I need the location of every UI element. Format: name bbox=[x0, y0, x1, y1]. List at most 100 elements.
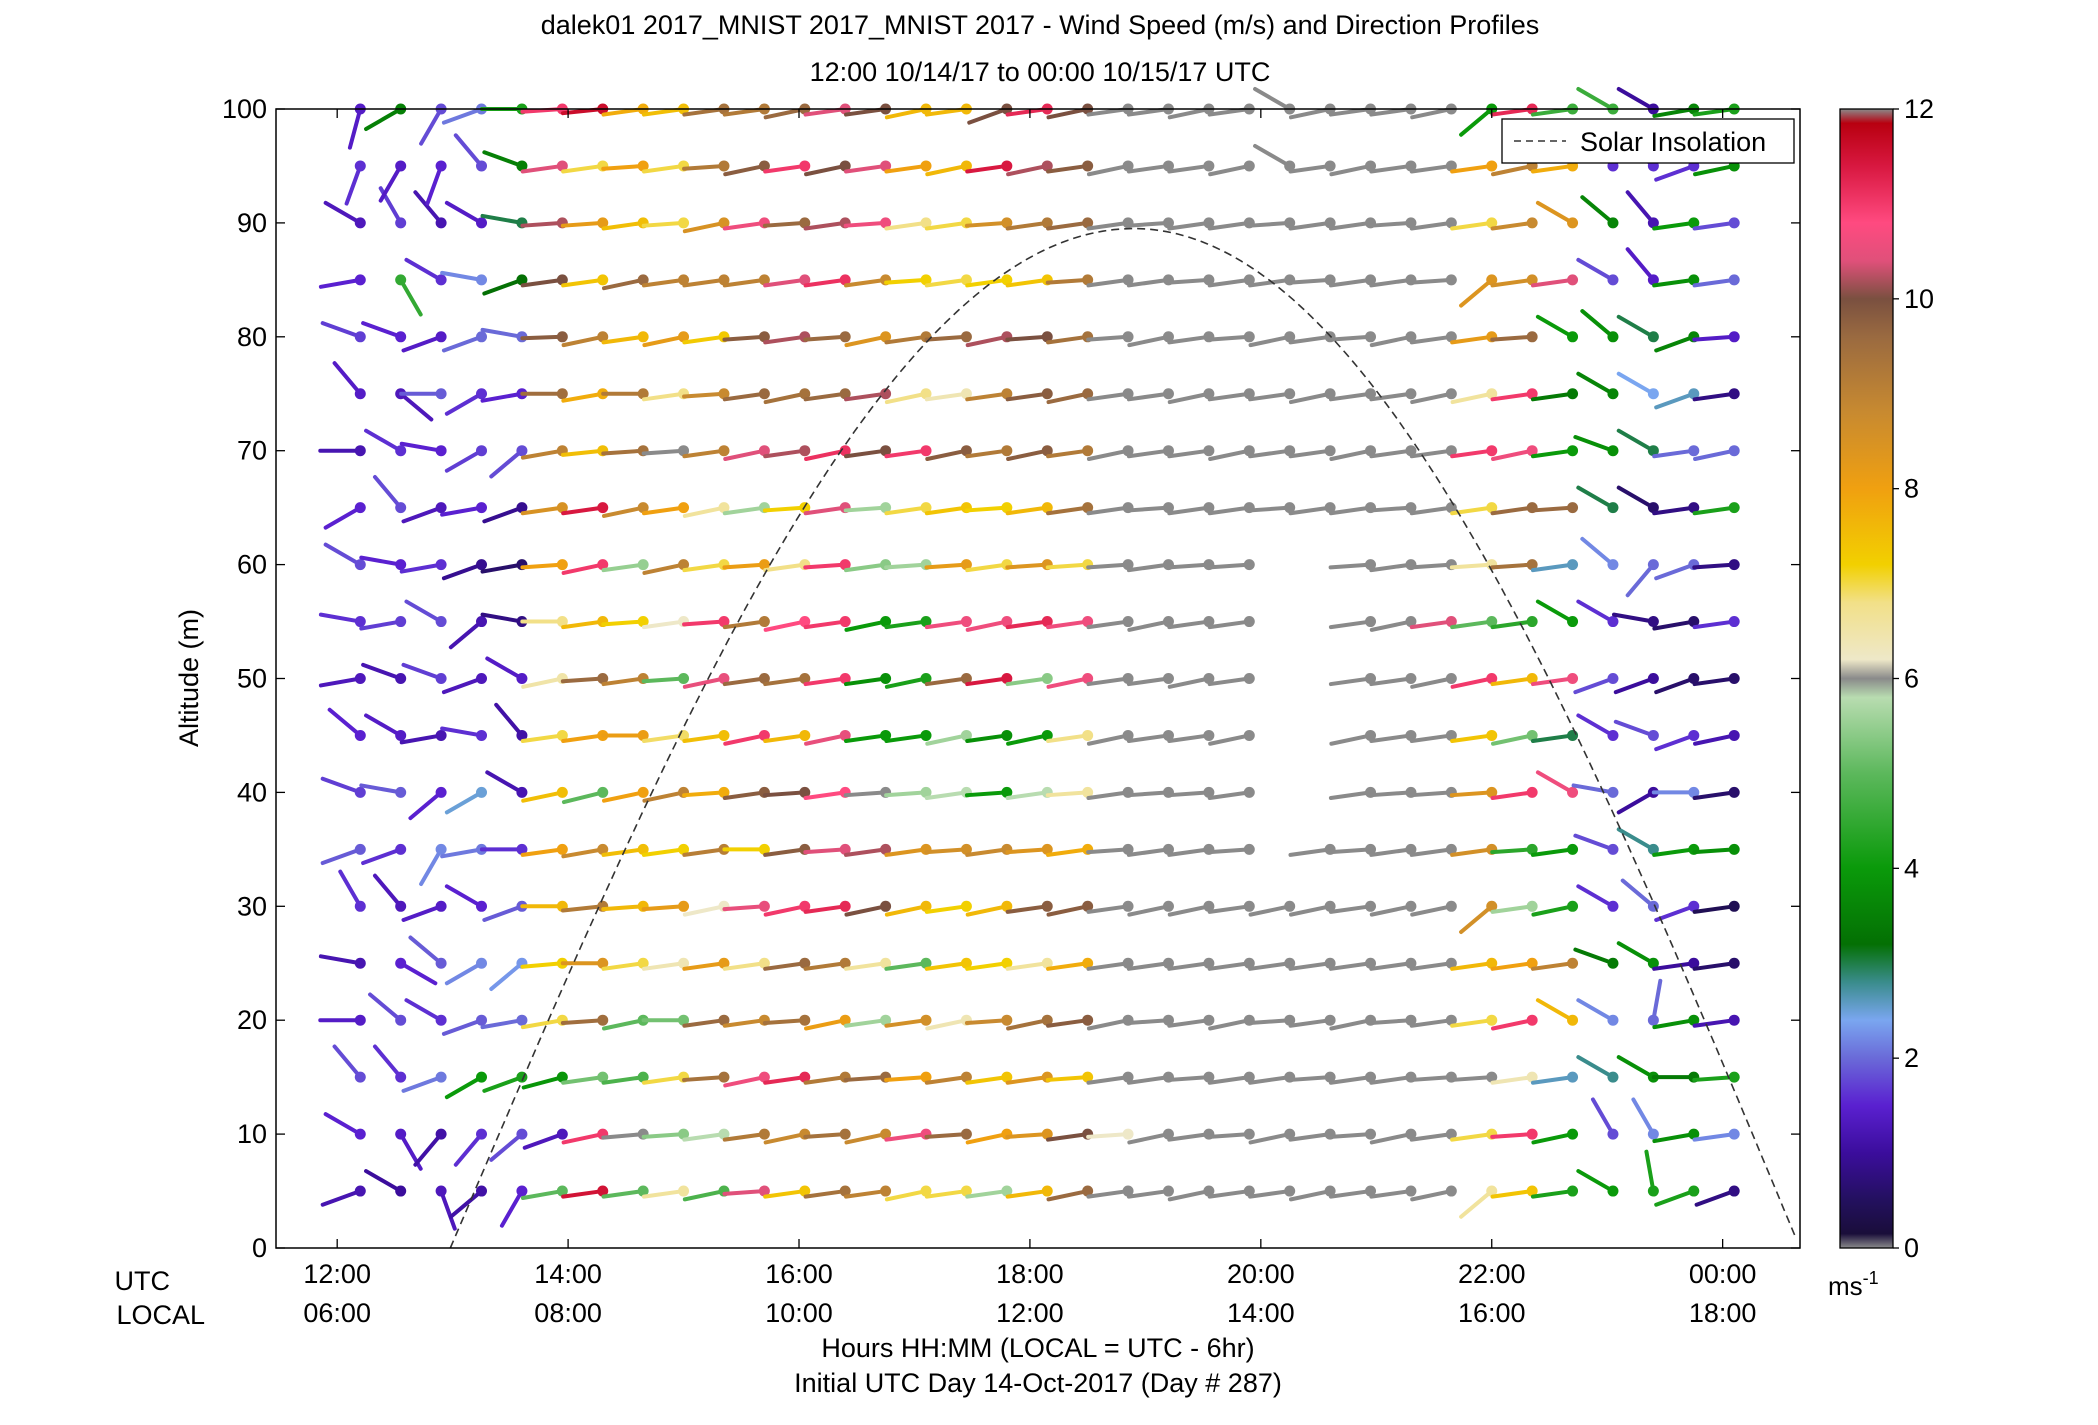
wind-barb-staff bbox=[1288, 1075, 1333, 1082]
wind-barb-dot bbox=[1607, 559, 1619, 571]
wind-barb-dot bbox=[1041, 673, 1053, 684]
wind-barb-staff bbox=[884, 562, 929, 570]
wind-barb-dot bbox=[1526, 331, 1538, 343]
wind-barb-staff bbox=[1576, 599, 1615, 624]
colorbar-tick-label: 2 bbox=[1904, 1043, 1919, 1073]
wind-barb-staff bbox=[318, 954, 363, 966]
wind-barb-dot bbox=[718, 217, 730, 229]
wind-barb-staff bbox=[1693, 163, 1737, 177]
wind-barb-dot bbox=[880, 160, 892, 172]
wind-barb-staff bbox=[1005, 220, 1050, 231]
wind-barb-dot bbox=[354, 559, 366, 571]
wind-barb-dot bbox=[1688, 957, 1700, 969]
wind-barb-staff bbox=[924, 790, 969, 800]
wind-barb-dot bbox=[960, 274, 972, 286]
wind-barb-staff bbox=[372, 1044, 403, 1080]
wind-barb-staff bbox=[1644, 1149, 1656, 1194]
wind-barb-staff bbox=[1253, 143, 1292, 168]
wind-barb-staff bbox=[1369, 1018, 1413, 1025]
wind-barb-staff bbox=[602, 505, 646, 518]
wind-barb-dot bbox=[1526, 274, 1538, 286]
colorbar-tick-label: 8 bbox=[1904, 474, 1919, 504]
wind-barb-dot bbox=[395, 616, 407, 628]
wind-barb-dot bbox=[395, 1128, 407, 1140]
wind-barb-dot bbox=[880, 331, 892, 343]
wind-barb-dot bbox=[678, 331, 690, 343]
wind-barb-dot bbox=[354, 900, 366, 912]
wind-barb-dot bbox=[1162, 729, 1174, 741]
wind-barb-dot bbox=[1607, 1128, 1619, 1140]
wind-barb-dot bbox=[1405, 331, 1417, 343]
wind-barb-staff bbox=[965, 448, 1009, 459]
wind-barb-staff bbox=[642, 562, 686, 575]
wind-barb-staff bbox=[1409, 448, 1454, 459]
wind-barb-dot bbox=[1607, 331, 1619, 343]
wind-barb-staff bbox=[441, 107, 484, 125]
wind-barb-staff bbox=[520, 961, 565, 969]
wind-barb-staff bbox=[723, 448, 767, 462]
wind-barb-dot bbox=[1486, 729, 1498, 741]
wind-barb-dot bbox=[476, 616, 488, 628]
wind-barb-staff bbox=[641, 448, 686, 456]
wind-barb-staff bbox=[925, 1018, 969, 1031]
wind-barb-dot bbox=[1243, 957, 1255, 969]
wind-barb-dot bbox=[1405, 217, 1417, 229]
wind-barb-dot bbox=[1728, 843, 1740, 855]
wind-barb-staff bbox=[884, 790, 929, 798]
wind-barb-dot bbox=[1526, 559, 1538, 571]
wind-barb-staff bbox=[1692, 562, 1737, 570]
wind-barb-staff bbox=[401, 662, 444, 681]
colorbar-unit: ms-1 bbox=[1828, 1268, 1879, 1301]
wind-barb-dot bbox=[1203, 217, 1215, 229]
wind-barb-dot bbox=[1284, 217, 1296, 229]
wind-barb-staff bbox=[1166, 790, 1211, 798]
wind-barb-dot bbox=[960, 559, 972, 571]
wind-barb-dot bbox=[1405, 388, 1417, 400]
wind-barb-staff bbox=[1692, 334, 1737, 342]
wind-barb-dot bbox=[1001, 900, 1013, 912]
colorbar-tick-label: 0 bbox=[1904, 1233, 1919, 1263]
wind-barb-staff bbox=[1005, 334, 1050, 342]
wind-barb-staff bbox=[925, 163, 969, 177]
wind-barb-dot bbox=[597, 331, 609, 343]
wind-barb-staff bbox=[1576, 371, 1615, 396]
wind-barb-staff bbox=[1369, 277, 1413, 288]
wind-barb-staff bbox=[1167, 220, 1211, 231]
wind-barb-staff bbox=[1576, 884, 1615, 909]
wind-barb-dot bbox=[1324, 217, 1336, 229]
wind-barb-dot bbox=[920, 1014, 932, 1026]
wind-barb-dot bbox=[597, 502, 609, 514]
wind-barb-staff bbox=[1631, 1097, 1656, 1137]
wind-barb-staff bbox=[344, 163, 363, 206]
wind-barb-dot bbox=[1324, 160, 1336, 172]
wind-barb-dot bbox=[718, 274, 730, 286]
wind-barb-staff bbox=[1535, 998, 1575, 1023]
wind-barb-dot bbox=[1001, 957, 1013, 969]
wind-barb-dot bbox=[1526, 843, 1538, 855]
wind-barb-staff bbox=[1654, 163, 1696, 182]
wind-barb-dot bbox=[678, 217, 690, 229]
wind-barb-staff bbox=[1126, 107, 1171, 117]
wind-barb-staff bbox=[965, 847, 1009, 857]
wind-barb-staff bbox=[1208, 163, 1252, 177]
wind-barb-dot bbox=[1162, 160, 1174, 172]
wind-barb-dot bbox=[1082, 1014, 1094, 1026]
wind-barb-staff bbox=[1288, 1018, 1333, 1028]
wind-barb-staff bbox=[803, 619, 848, 630]
wind-barb-staff bbox=[1207, 220, 1252, 231]
wind-barb-staff bbox=[444, 961, 484, 986]
wind-barb-dot bbox=[678, 274, 690, 286]
wind-barb-dot bbox=[1607, 729, 1619, 741]
wind-barb-dot bbox=[395, 1071, 407, 1083]
wind-barb-staff bbox=[722, 904, 767, 912]
wind-barb-dot bbox=[476, 786, 488, 798]
y-axis: 0 10 20 30 40 50 60 70 80 90 100 bbox=[222, 94, 1800, 1263]
wind-barb-staff bbox=[1692, 277, 1737, 288]
wind-barb-dot bbox=[395, 729, 407, 741]
wind-barb-staff bbox=[399, 733, 444, 745]
wind-barb-dot bbox=[1728, 1071, 1740, 1083]
local-row-label: LOCAL bbox=[116, 1300, 205, 1330]
wind-barb-dot bbox=[1688, 388, 1700, 400]
wind-barb-dot bbox=[1162, 445, 1174, 457]
wind-barb-dot bbox=[556, 1185, 568, 1197]
